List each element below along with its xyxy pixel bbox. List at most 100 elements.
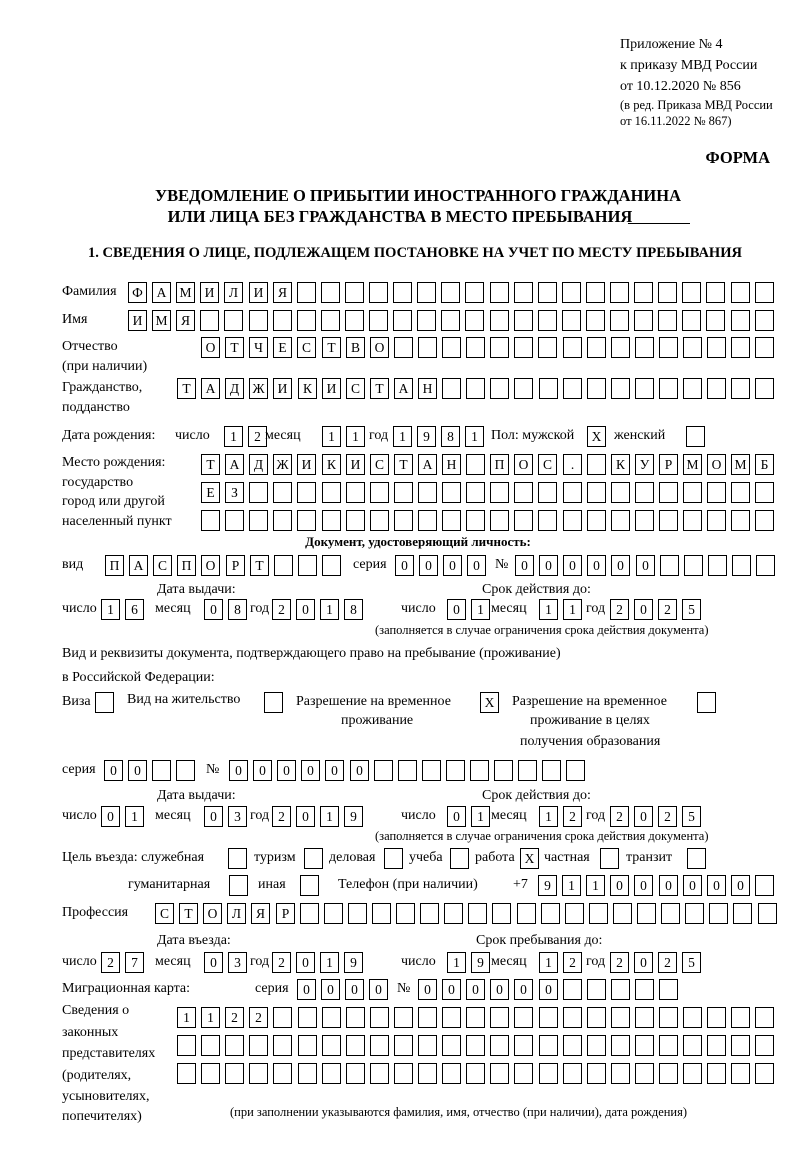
birthplace-line-3-cell[interactable] <box>322 510 341 531</box>
birthplace-line-3-cell[interactable] <box>370 510 389 531</box>
birthplace-line-2-cell[interactable] <box>731 482 750 503</box>
purpose-other-checkbox[interactable] <box>300 875 319 896</box>
name-cell[interactable] <box>297 310 316 331</box>
birth-day-cell[interactable]: 2 <box>248 426 267 447</box>
temp-residence-checkbox[interactable]: X <box>480 692 499 713</box>
stay-valid-year-cell[interactable]: 2 <box>658 806 677 827</box>
legal-reps-line-2-cell[interactable] <box>514 1035 533 1056</box>
citizenship-cell[interactable]: Т <box>177 378 196 399</box>
name-cell[interactable] <box>514 310 533 331</box>
surname-cell[interactable]: И <box>249 282 268 303</box>
name-cell[interactable] <box>755 310 774 331</box>
birthplace-line-2-cell[interactable] <box>755 482 774 503</box>
stay-number-cell[interactable] <box>494 760 513 781</box>
legal-reps-line-3-cell[interactable] <box>611 1063 630 1084</box>
id-valid-day-cell[interactable]: 1 <box>471 599 490 620</box>
birthplace-line-2-cell[interactable] <box>249 482 268 503</box>
patronymic-cell[interactable] <box>635 337 654 358</box>
legal-reps-line-2-cell[interactable] <box>659 1035 678 1056</box>
citizenship-cell[interactable] <box>635 378 654 399</box>
legal-reps-line-3-cell[interactable] <box>298 1063 317 1084</box>
profession-cell[interactable] <box>733 903 752 924</box>
sex-male-checkbox[interactable]: X <box>587 426 606 447</box>
purpose-tourism-checkbox[interactable] <box>304 848 323 869</box>
phone-cell[interactable]: 0 <box>610 875 629 896</box>
legal-reps-line-1-cell[interactable] <box>514 1007 533 1028</box>
citizenship-cell[interactable] <box>707 378 726 399</box>
citizenship-cell[interactable] <box>755 378 774 399</box>
stay-number-cell[interactable] <box>422 760 441 781</box>
citizenship-cell[interactable] <box>731 378 750 399</box>
name-cell[interactable] <box>417 310 436 331</box>
stay-until-day-cell[interactable]: 9 <box>471 952 490 973</box>
purpose-work-checkbox[interactable]: X <box>520 848 539 869</box>
patronymic-cell[interactable] <box>731 337 750 358</box>
legal-reps-line-2-cell[interactable] <box>370 1035 389 1056</box>
id-kind-cell[interactable] <box>298 555 317 576</box>
name-cell[interactable] <box>682 310 701 331</box>
legal-reps-line-3-cell[interactable] <box>490 1063 509 1084</box>
entry-year-cell[interactable]: 9 <box>344 952 363 973</box>
migration-card-series-cell[interactable]: 0 <box>369 979 388 1000</box>
id-valid-month-cell[interactable]: 1 <box>539 599 558 620</box>
birthplace-line-2-cell[interactable] <box>394 482 413 503</box>
legal-reps-line-1-cell[interactable] <box>563 1007 582 1028</box>
birthplace-line-1-cell[interactable]: Р <box>659 454 678 475</box>
id-issue-day-cell[interactable]: 1 <box>101 599 120 620</box>
patronymic-cell[interactable] <box>466 337 485 358</box>
legal-reps-line-1-cell[interactable] <box>442 1007 461 1028</box>
legal-reps-line-3-cell[interactable] <box>201 1063 220 1084</box>
birthplace-line-3-cell[interactable] <box>466 510 485 531</box>
stay-issue-month-cell[interactable]: 0 <box>204 806 223 827</box>
migration-card-number-cell[interactable]: 0 <box>490 979 509 1000</box>
patronymic-cell[interactable] <box>418 337 437 358</box>
citizenship-cell[interactable]: И <box>322 378 341 399</box>
name-cell[interactable] <box>441 310 460 331</box>
patronymic-cell[interactable] <box>587 337 606 358</box>
profession-cell[interactable] <box>468 903 487 924</box>
legal-reps-line-2-cell[interactable] <box>418 1035 437 1056</box>
name-cell[interactable]: М <box>152 310 171 331</box>
birthplace-line-2-cell[interactable] <box>346 482 365 503</box>
purpose-transit-checkbox[interactable] <box>687 848 706 869</box>
stay-number-cell[interactable] <box>446 760 465 781</box>
legal-reps-line-3-cell[interactable] <box>514 1063 533 1084</box>
patronymic-cell[interactable] <box>538 337 557 358</box>
birthplace-line-2-cell[interactable] <box>538 482 557 503</box>
birthplace-line-3-cell[interactable] <box>755 510 774 531</box>
birthplace-line-1-cell[interactable]: И <box>346 454 365 475</box>
citizenship-cell[interactable]: Ж <box>249 378 268 399</box>
profession-cell[interactable] <box>589 903 608 924</box>
profession-cell[interactable]: Л <box>227 903 246 924</box>
surname-cell[interactable] <box>634 282 653 303</box>
name-cell[interactable] <box>586 310 605 331</box>
id-number-cell[interactable] <box>756 555 775 576</box>
profession-cell[interactable]: Я <box>251 903 270 924</box>
stay-issue-day-cell[interactable]: 1 <box>125 806 144 827</box>
birthplace-line-3-cell[interactable] <box>418 510 437 531</box>
surname-cell[interactable] <box>658 282 677 303</box>
stay-number-cell[interactable] <box>398 760 417 781</box>
birthplace-line-1-cell[interactable]: Д <box>249 454 268 475</box>
patronymic-cell[interactable] <box>442 337 461 358</box>
legal-reps-line-2-cell[interactable] <box>177 1035 196 1056</box>
legal-reps-line-2-cell[interactable] <box>298 1035 317 1056</box>
legal-reps-line-1-cell[interactable] <box>394 1007 413 1028</box>
patronymic-cell[interactable]: Т <box>225 337 244 358</box>
stay-valid-year-cell[interactable]: 0 <box>634 806 653 827</box>
legal-reps-line-2-cell[interactable] <box>755 1035 774 1056</box>
temp-residence-education-checkbox[interactable] <box>697 692 716 713</box>
birth-year-cell[interactable]: 8 <box>441 426 460 447</box>
birthplace-line-1-cell[interactable]: Б <box>755 454 774 475</box>
stay-until-year-cell[interactable]: 5 <box>682 952 701 973</box>
patronymic-cell[interactable]: О <box>201 337 220 358</box>
birthplace-line-1-cell[interactable]: О <box>707 454 726 475</box>
name-cell[interactable] <box>393 310 412 331</box>
birthplace-line-1-cell[interactable]: А <box>225 454 244 475</box>
legal-reps-line-3-cell[interactable] <box>177 1063 196 1084</box>
birthplace-line-3-cell[interactable] <box>442 510 461 531</box>
profession-cell[interactable] <box>420 903 439 924</box>
legal-reps-line-2-cell[interactable] <box>322 1035 341 1056</box>
stay-number-cell[interactable] <box>518 760 537 781</box>
name-cell[interactable] <box>658 310 677 331</box>
